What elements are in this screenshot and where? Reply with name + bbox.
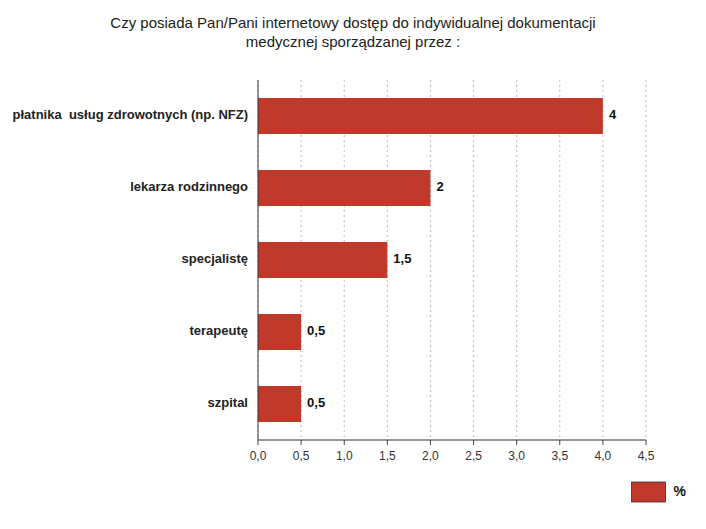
x-tick — [258, 440, 259, 445]
data-label: 4 — [609, 107, 617, 122]
grid-line — [258, 80, 259, 440]
y-tick-label: szpital — [208, 395, 248, 410]
x-tick-label: 2,5 — [465, 449, 482, 463]
legend: % — [632, 482, 687, 502]
chart: Czy posiada Pan/Pani internetowy dostęp … — [0, 0, 706, 529]
legend-swatch — [632, 482, 666, 502]
data-label: 1,5 — [393, 251, 411, 266]
x-tick-label: 3,5 — [551, 449, 568, 463]
data-label: 0,5 — [307, 395, 325, 410]
y-axis-line — [258, 80, 259, 440]
x-tick — [646, 440, 647, 445]
x-tick — [430, 440, 431, 445]
x-tick — [387, 440, 388, 445]
y-tick-label: specjalistę — [182, 251, 249, 266]
x-tick-label: 1,0 — [336, 449, 353, 463]
bar — [258, 386, 301, 422]
title-line: medycznej sporządzanej przez : — [246, 33, 460, 50]
bar — [258, 242, 387, 278]
background — [0, 0, 706, 529]
data-labels: 0,5 0,5 1,5 2 4 — [307, 107, 617, 410]
grid — [258, 80, 646, 440]
x-tick — [516, 440, 517, 445]
data-label: 0,5 — [307, 323, 325, 338]
grid-line — [646, 80, 647, 440]
x-tick — [559, 440, 560, 445]
title: Czy posiada Pan/Pani internetowy dostęp … — [110, 14, 595, 50]
y-tick-label: terapeutę — [189, 323, 248, 338]
x-tick-label: 3,0 — [508, 449, 525, 463]
bar — [258, 98, 603, 134]
x-axis-line — [258, 440, 646, 441]
x-tick-label: 1,5 — [379, 449, 396, 463]
x-tick-label: 0,0 — [250, 449, 267, 463]
bars — [258, 98, 603, 422]
y-tick-label: płatnika usług zdrowotnych (np. NFZ) — [13, 107, 248, 122]
x-ticks: 0,0 0,5 1,0 1,5 2,0 2,5 3,0 3,5 4,0 4,5 — [250, 440, 655, 463]
x-tick — [344, 440, 345, 445]
data-label: 2 — [436, 179, 443, 194]
x-tick — [602, 440, 603, 445]
x-tick — [301, 440, 302, 445]
bar — [258, 170, 430, 206]
x-tick-label: 4,5 — [638, 449, 655, 463]
y-tick-label: lekarza rodzinnego — [130, 179, 248, 194]
y-tick-labels: szpital terapeutę specjalistę lekarza rodzi… — [13, 107, 248, 410]
title-line: Czy posiada Pan/Pani internetowy dostęp … — [110, 14, 595, 31]
x-tick — [473, 440, 474, 445]
x-tick-label: 0,5 — [293, 449, 310, 463]
bar — [258, 314, 301, 350]
x-tick-label: 4,0 — [595, 449, 612, 463]
legend-label: % — [674, 483, 687, 499]
x-tick-label: 2,0 — [422, 449, 439, 463]
